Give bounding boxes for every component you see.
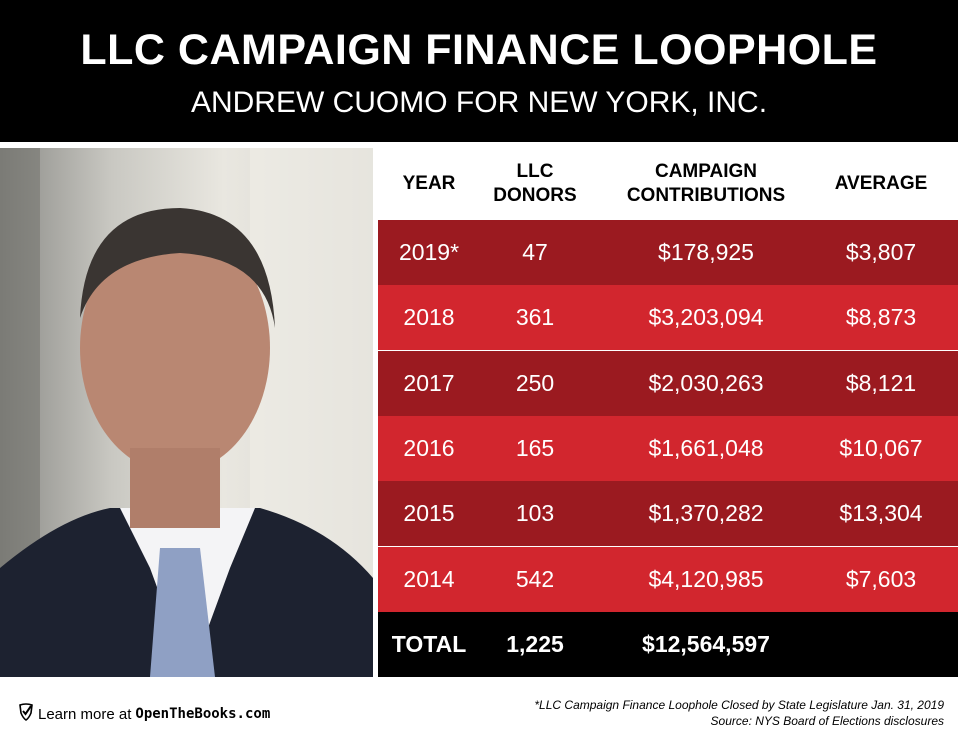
- cell-donors: 542: [515, 565, 555, 592]
- cell-average: $3,807: [845, 239, 917, 265]
- cell-year: 2016: [403, 434, 455, 461]
- cell-donors: 361: [515, 304, 555, 331]
- learn-more-text: Learn more at: [38, 705, 132, 723]
- cell-contributions: $1,661,048: [648, 434, 764, 461]
- cell-contributions: $1,370,282: [648, 500, 764, 527]
- cell-average: $8,121: [845, 369, 917, 396]
- site-name: OpenTheBooks.com: [135, 706, 271, 722]
- portrait-photo: [0, 148, 373, 677]
- cell-year: 2015: [403, 500, 455, 527]
- subtitle: ANDREW CUOMO FOR NEW YORK, INC.: [190, 86, 768, 119]
- cell-average: $8,873: [845, 304, 917, 331]
- cell-year: 2019*: [398, 239, 460, 265]
- col-donors: LLC DONORS: [493, 161, 577, 206]
- title: LLC CAMPAIGN FINANCE LOOPHOLE: [80, 26, 878, 74]
- cell-donors: 165: [515, 434, 555, 461]
- total-label: TOTAL: [391, 631, 467, 657]
- footnote: *LLC Campaign Finance Loophole Closed by…: [534, 698, 944, 712]
- learn-more-link[interactable]: Learn more at OpenTheBooks.com: [18, 703, 270, 725]
- cell-average: $7,603: [845, 565, 917, 592]
- total-row: TOTAL 1,225 $12,564,597: [378, 612, 958, 677]
- cell-contributions: $3,203,094: [648, 304, 764, 331]
- table-row: 2018 361 $3,203,094 $8,873: [378, 285, 958, 351]
- cell-average: $13,304: [839, 500, 923, 527]
- col-contributions: CAMPAIGN CONTRIBUTIONS: [626, 161, 786, 206]
- cell-year: 2014: [403, 565, 455, 592]
- cell-year: 2017: [403, 369, 455, 396]
- cell-contributions: $2,030,263: [648, 369, 764, 396]
- total-contributions: $12,564,597: [642, 631, 770, 657]
- col-year: YEAR: [402, 173, 456, 194]
- col-average: AVERAGE: [834, 173, 928, 194]
- table-row: 2015 103 $1,370,282 $13,304: [378, 481, 958, 547]
- cell-contributions: $4,120,985: [648, 565, 764, 592]
- cell-donors: 47: [522, 239, 548, 265]
- cell-contributions: $178,925: [658, 239, 754, 265]
- check-shield-icon: [18, 703, 34, 725]
- cell-donors: 103: [515, 500, 555, 527]
- table-row: 2016 165 $1,661,048 $10,067: [378, 415, 958, 481]
- table-row: 2019* 47 $178,925 $3,807: [378, 220, 958, 285]
- total-donors: 1,225: [506, 631, 564, 657]
- cell-average: $10,067: [839, 434, 923, 461]
- header: LLC CAMPAIGN FINANCE LOOPHOLE ANDREW CUO…: [0, 0, 958, 142]
- table-header: YEAR LLC DONORS CAMPAIGN CONTRIBUTIONS A…: [378, 148, 958, 220]
- contributions-table: YEAR LLC DONORS CAMPAIGN CONTRIBUTIONS A…: [378, 148, 958, 677]
- table-row: 2014 542 $4,120,985 $7,603: [378, 546, 958, 612]
- cell-year: 2018: [403, 304, 455, 331]
- cell-donors: 250: [515, 369, 555, 396]
- source-note: Source: NYS Board of Elections disclosur…: [710, 714, 944, 728]
- table-row: 2017 250 $2,030,263 $8,121: [378, 350, 958, 416]
- footnotes: *LLC Campaign Finance Loophole Closed by…: [534, 697, 944, 729]
